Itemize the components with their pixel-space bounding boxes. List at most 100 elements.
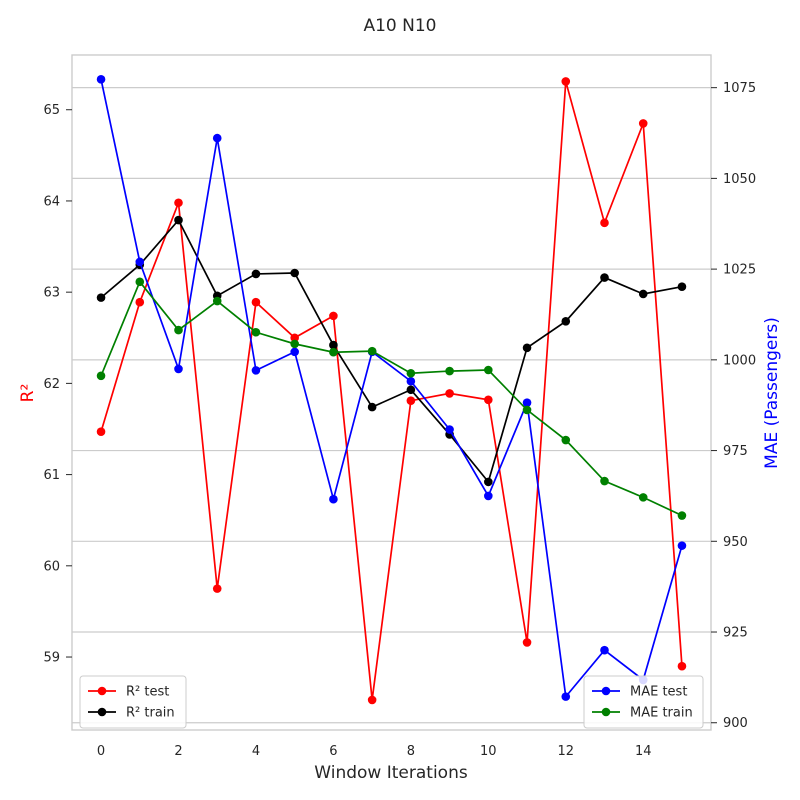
data-point-r-train [522,343,532,353]
data-point-mae-train [329,347,338,357]
data-point-mae-test [561,692,571,701]
data-point-r-train [561,317,571,326]
data-point-mae-test [329,494,338,504]
data-point-r-train [677,282,687,291]
legend-marker-mae-train [601,707,611,717]
x-tick-label: 12 [557,744,574,759]
data-point-r-test [290,333,299,343]
chart-title: A10 N10 [363,16,436,36]
axes-border [71,54,712,731]
x-tick-label: 0 [97,744,105,759]
data-point-r-train [174,215,183,225]
data-point-mae-train [290,339,299,349]
legend-box [79,675,187,729]
data-point-r-test [600,218,609,228]
y-axis-label-left: R² [18,384,38,403]
y-right-tick-label: 925 [723,626,748,641]
y-left-tick-label: 60 [43,559,60,574]
data-point-r-test [329,311,338,321]
legend-box [583,675,704,729]
tick-layer: 0 2 4 6 8 10 12 14 59 60 61 62 63 64 65 900 925 950 975 100… [43,81,756,759]
y-right-tick-label: 1000 [723,353,756,368]
data-point-r-train [290,268,299,278]
series-r-train [96,215,687,487]
data-point-mae-train [484,365,493,375]
legend-label-mae-train: MAE train [630,706,693,721]
legend-label-r-train: R² train [126,706,175,721]
series-layer [96,75,687,705]
data-point-mae-test [406,376,416,386]
x-tick-label: 2 [174,744,182,759]
data-point-r-test [135,297,145,307]
x-tick-label: 10 [480,744,497,759]
data-point-mae-train [561,435,571,445]
y-left-tick-label: 64 [43,194,60,209]
data-point-r-test [174,198,183,208]
y-right-tick-label: 900 [723,716,748,731]
data-point-mae-test [445,425,454,434]
data-point-mae-train [174,325,183,335]
data-point-mae-train [445,366,454,376]
data-point-mae-test [484,491,493,501]
legend-label-mae-test: MAE test [630,685,687,700]
data-point-mae-test [522,398,532,407]
data-point-r-train [406,385,416,395]
data-point-mae-test [96,75,106,84]
x-tick-label: 6 [329,744,337,759]
data-point-r-train [251,269,261,279]
data-point-mae-test [135,257,145,267]
data-point-mae-train [677,511,687,520]
series-line-r-train [100,218,683,484]
data-point-mae-test [600,645,609,655]
legend-marker-mae-test [601,686,611,696]
series-line-r-test [100,81,683,701]
data-point-r-test [561,77,571,86]
data-point-r-train [96,293,106,302]
y-axis-label-right: MAE (Passengers) [762,317,782,469]
data-point-r-test [638,119,648,128]
data-point-mae-train [522,405,532,415]
data-point-r-train [600,273,609,282]
data-point-mae-test [174,364,183,374]
series-r-test [96,77,687,705]
data-point-mae-test [677,541,687,550]
data-point-mae-train [96,371,106,381]
data-point-mae-train [212,296,222,306]
grid-lines [72,87,711,724]
data-point-mae-test [290,347,299,357]
y-left-tick-label: 62 [43,377,60,392]
data-point-r-test [677,661,687,671]
data-point-mae-train [406,368,416,378]
x-axis-label: Window Iterations [314,763,468,783]
legend-left: R² test R² train [79,675,187,729]
data-point-mae-test [251,366,261,375]
series-line-mae-train [100,280,683,517]
series-line-mae-test [100,79,683,699]
y-left-tick-label: 65 [43,103,60,118]
data-point-r-test [406,396,416,406]
y-right-tick-label: 975 [723,444,748,459]
y-left-tick-label: 63 [43,286,60,301]
data-point-r-test [96,427,106,437]
y-right-tick-label: 1025 [723,263,756,278]
data-point-mae-train [135,277,145,287]
series-mae-train [96,277,687,520]
data-point-r-test [251,297,261,307]
series-mae-test [96,75,687,701]
y-left-tick-label: 61 [43,468,60,483]
data-point-mae-test [212,133,222,143]
legend-label-r-test: R² test [126,685,169,700]
data-point-mae-train [600,476,609,486]
data-point-r-test [367,695,377,705]
data-point-mae-train [251,327,261,337]
data-point-r-train [367,402,377,412]
data-point-mae-train [367,346,377,356]
data-point-r-test [484,395,493,405]
legend-marker-r-test [97,686,107,696]
x-tick-label: 14 [635,744,652,759]
data-point-r-test [522,638,532,647]
x-tick-label: 4 [252,744,260,759]
plot-frame [71,54,712,731]
data-point-r-train [484,477,493,487]
